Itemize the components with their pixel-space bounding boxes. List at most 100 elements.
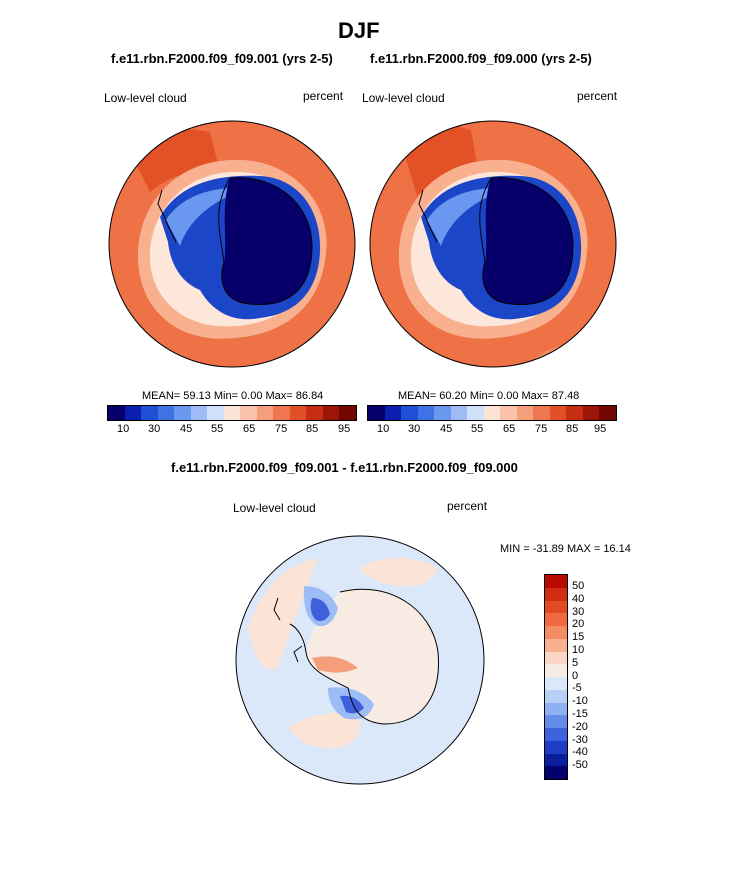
colorbar-segment [545, 689, 567, 703]
map-warm-anomaly [312, 656, 358, 673]
colorbar-tick-label: 55 [211, 423, 224, 435]
panel1-polar-map [108, 120, 356, 368]
map-strong-anomaly [340, 695, 364, 714]
colorbar-segment [256, 406, 274, 420]
panel2-variable-label: Low-level cloud [362, 91, 445, 105]
colorbar-segment [545, 600, 567, 614]
colorbar-segment [500, 406, 517, 420]
colorbar-segment [417, 406, 435, 420]
colorbar-segment [533, 406, 550, 420]
colorbar-tick-label: 30 [148, 423, 161, 435]
panel2-polar-map [369, 120, 617, 368]
colorbar-segment [545, 740, 567, 754]
map-coastline [157, 177, 313, 305]
colorbar-tick-label: 55 [471, 423, 484, 435]
colorbar-segment [545, 702, 567, 716]
panel1-variable-label: Low-level cloud [104, 91, 187, 105]
colorbar-segment [289, 406, 307, 420]
colorbar-tick-label: 5 [572, 657, 579, 669]
map-ice-core [221, 177, 312, 305]
colorbar-segment [306, 406, 323, 420]
colorbar-tick-label: -20 [572, 721, 588, 733]
colorbar-tick-label: 0 [572, 670, 579, 682]
diff-minmax: MIN = -31.89 MAX = 16.14 [500, 543, 631, 555]
colorbar-segment [516, 406, 534, 420]
map-antarctica [306, 589, 439, 724]
colorbar-segment [545, 753, 567, 767]
colorbar-segment [549, 406, 567, 420]
colorbar-tick-label: 15 [572, 631, 585, 643]
colorbar-segment [545, 575, 567, 588]
colorbar-tick-label: 75 [275, 423, 288, 435]
colorbar-tick-label: 20 [572, 618, 585, 630]
map-strong-anomaly [310, 598, 330, 622]
colorbar-segment [384, 406, 402, 420]
map-warm-area [288, 712, 361, 749]
diff-polar-map [235, 535, 485, 785]
colorbar-segment [582, 406, 600, 420]
colorbar-segment [483, 406, 501, 420]
colorbar-tick-label: -5 [572, 682, 582, 694]
colorbar-segment [434, 406, 451, 420]
colorbar-segment [339, 406, 356, 420]
map-ice-core [482, 177, 573, 305]
colorbar-tick-label: 65 [503, 423, 516, 435]
map-coastline [418, 177, 574, 305]
colorbar-segment [157, 406, 175, 420]
colorbar-tick-label: 10 [117, 423, 130, 435]
colorbar-tick-label: -15 [572, 708, 588, 720]
panel2-units-label: percent [577, 89, 618, 103]
diff-colorbar [544, 574, 568, 780]
colorbar-segment [545, 715, 567, 728]
colorbar-tick-label: 65 [243, 423, 256, 435]
colorbar-segment [322, 406, 340, 420]
map-warm-area [358, 558, 438, 587]
map-ice-edge [427, 187, 511, 246]
diff-units-label: percent [447, 499, 488, 513]
colorbar-segment [545, 766, 567, 779]
colorbar-segment [141, 406, 158, 420]
colorbar-tick-label: -40 [572, 746, 588, 758]
panel2-stats: MEAN= 60.20 Min= 0.00 Max= 87.48 [398, 390, 580, 402]
colorbar-tick-label: 85 [566, 423, 579, 435]
colorbar-tick-label: 45 [180, 423, 193, 435]
map-coastline [273, 588, 439, 725]
colorbar-tick-label: 85 [306, 423, 319, 435]
panel2-case-title: f.e11.rbn.F2000.f09_f09.000 (yrs 2-5) [370, 51, 592, 66]
colorbar-segment [190, 406, 208, 420]
colorbar-tick-label: 30 [572, 606, 585, 618]
colorbar-tick-label: 10 [377, 423, 390, 435]
colorbar-segment [545, 626, 567, 639]
colorbar-tick-label: 95 [594, 423, 607, 435]
colorbar-segment [273, 406, 290, 420]
colorbar-tick-label: -30 [572, 734, 588, 746]
colorbar-tick-label: -50 [572, 759, 588, 771]
colorbar-segment [545, 587, 567, 601]
map-warm-area [248, 558, 318, 670]
colorbar-segment [368, 406, 385, 420]
colorbar-segment [207, 406, 224, 420]
panel1-case-title: f.e11.rbn.F2000.f09_f09.001 (yrs 2-5) [111, 51, 333, 66]
colorbar-segment [545, 613, 567, 626]
colorbar-segment [599, 406, 616, 420]
colorbar-segment [566, 406, 583, 420]
colorbar-tick-label: 95 [338, 423, 351, 435]
panel1-colorbar [107, 405, 357, 421]
colorbar-segment [545, 677, 567, 690]
colorbar-tick-label: 10 [572, 644, 585, 656]
colorbar-segment [545, 728, 567, 741]
panel1-stats: MEAN= 59.13 Min= 0.00 Max= 86.84 [142, 390, 324, 402]
colorbar-segment [545, 651, 567, 665]
colorbar-segment [124, 406, 142, 420]
map-ice-edge [166, 187, 250, 246]
diff-case-title: f.e11.rbn.F2000.f09_f09.001 - f.e11.rbn.… [171, 460, 518, 475]
panel2-colorbar [367, 405, 617, 421]
colorbar-segment [450, 406, 468, 420]
colorbar-segment [174, 406, 191, 420]
colorbar-tick-label: 45 [440, 423, 453, 435]
panel1-units-label: percent [303, 89, 344, 103]
colorbar-tick-label: 40 [572, 593, 585, 605]
colorbar-segment [545, 638, 567, 652]
colorbar-segment [467, 406, 484, 420]
diff-variable-label: Low-level cloud [233, 501, 316, 515]
